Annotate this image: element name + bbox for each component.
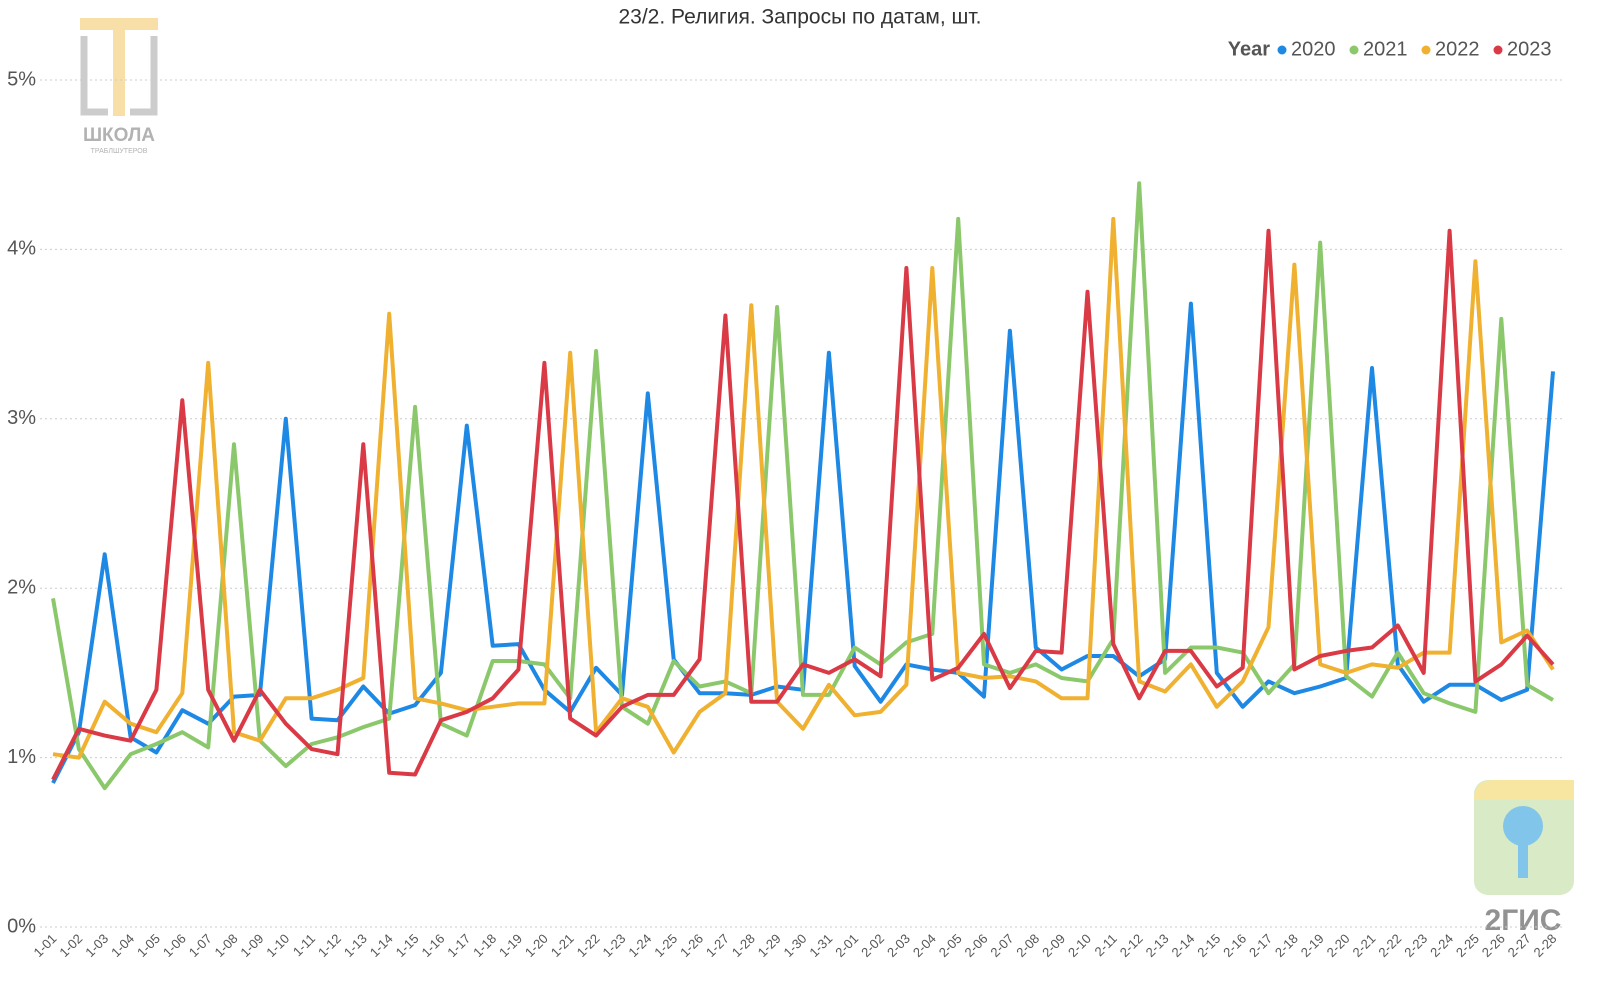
y-tick-label: 2% bbox=[7, 576, 36, 598]
x-tick-label: 2-16 bbox=[1220, 931, 1249, 960]
x-tick-label: 2-03 bbox=[884, 931, 913, 960]
y-tick-label: 1% bbox=[7, 746, 36, 768]
x-tick-label: 2-25 bbox=[1453, 931, 1482, 960]
x-tick-label: 2-20 bbox=[1324, 931, 1353, 960]
x-tick-label: 1-12 bbox=[315, 931, 344, 960]
x-tick-label: 1-22 bbox=[574, 931, 603, 960]
x-tick-label: 1-02 bbox=[56, 931, 85, 960]
y-tick-label: 5% bbox=[7, 68, 36, 90]
x-tick-label: 1-27 bbox=[703, 931, 732, 960]
x-tick-label: 2-22 bbox=[1375, 931, 1404, 960]
x-tick-label: 1-18 bbox=[470, 931, 499, 960]
x-tick-label: 2-09 bbox=[1039, 931, 1068, 960]
x-tick-label: 1-30 bbox=[781, 931, 810, 960]
x-tick-label: 1-19 bbox=[496, 931, 525, 960]
legend-label: 2020 bbox=[1291, 38, 1336, 60]
x-tick-label: 1-14 bbox=[367, 931, 396, 960]
y-tick-label: 4% bbox=[7, 238, 36, 260]
x-tick-label: 1-16 bbox=[418, 931, 447, 960]
x-tick-label: 1-21 bbox=[548, 931, 577, 960]
x-tick-label: 1-09 bbox=[237, 931, 266, 960]
logo-text: ШКОЛА bbox=[83, 125, 155, 146]
logo-subtext: ТРАБЛШУТЕРОВ bbox=[91, 148, 148, 155]
x-tick-label: 1-11 bbox=[290, 931, 318, 959]
x-tick-label: 2-02 bbox=[858, 931, 887, 960]
legend-marker bbox=[1421, 45, 1431, 55]
x-tick-label: 2-05 bbox=[936, 931, 965, 960]
x-tick-label: 2-07 bbox=[987, 931, 1016, 960]
y-tick-label: 0% bbox=[7, 915, 36, 937]
x-tick-label: 2-15 bbox=[1194, 931, 1223, 960]
x-tick-label: 2-19 bbox=[1298, 931, 1327, 960]
logo-text: 2ГИС bbox=[1485, 904, 1562, 937]
x-tick-label: 1-29 bbox=[755, 931, 784, 960]
legend-marker bbox=[1493, 45, 1503, 55]
x-tick-label: 1-23 bbox=[600, 931, 629, 960]
logo-shape bbox=[1518, 840, 1528, 878]
legend-marker bbox=[1277, 45, 1287, 55]
x-tick-label: 2-13 bbox=[1143, 931, 1172, 960]
series-line bbox=[51, 228, 1555, 781]
x-tick-label: 1-31 bbox=[806, 931, 835, 960]
x-tick-label: 2-21 bbox=[1350, 931, 1379, 960]
x-tick-label: 1-28 bbox=[729, 931, 758, 960]
x-tick-label: 2-08 bbox=[1013, 931, 1042, 960]
x-tick-label: 2-12 bbox=[1117, 931, 1146, 960]
x-tick-label: 1-07 bbox=[186, 931, 215, 960]
brand-logo: 2ГИС bbox=[1474, 780, 1574, 937]
x-tick-label: 2-17 bbox=[1246, 931, 1275, 960]
x-tick-label: 1-06 bbox=[160, 931, 189, 960]
legend-marker bbox=[1349, 45, 1359, 55]
x-tick-label: 1-13 bbox=[341, 931, 370, 960]
legend-label: 2022 bbox=[1435, 38, 1480, 60]
logo-shape bbox=[1503, 806, 1543, 846]
x-tick-label: 1-17 bbox=[444, 931, 473, 960]
series-line bbox=[52, 216, 1555, 760]
x-tick-label: 2-14 bbox=[1168, 931, 1197, 960]
x-tick-label: 1-20 bbox=[522, 931, 551, 960]
x-tick-label: 2-11 bbox=[1092, 931, 1120, 959]
x-tick-label: 1-25 bbox=[651, 931, 680, 960]
legend-label: 2021 bbox=[1363, 38, 1408, 60]
logo-shape bbox=[1474, 780, 1574, 800]
school-logo: ШКОЛА ТРАБЛШУТЕРОВ bbox=[80, 18, 158, 155]
chart-title: 23/2. Религия. Запросы по датам, шт. bbox=[618, 6, 981, 29]
logo-shape bbox=[80, 36, 158, 116]
x-tick-label: 2-04 bbox=[910, 931, 939, 960]
x-tick-label: 2-01 bbox=[832, 931, 861, 960]
x-tick-label: 2-06 bbox=[962, 931, 991, 960]
x-tick-label: 2-24 bbox=[1427, 931, 1456, 960]
legend-label: 2023 bbox=[1507, 38, 1552, 60]
x-tick-label: 1-08 bbox=[212, 931, 241, 960]
legend-title: Year bbox=[1228, 38, 1270, 60]
y-tick-label: 3% bbox=[7, 407, 36, 429]
x-tick-label: 2-18 bbox=[1272, 931, 1301, 960]
series-line bbox=[51, 181, 1555, 791]
x-tick-label: 1-24 bbox=[625, 931, 654, 960]
x-tick-label: 2-10 bbox=[1065, 931, 1094, 960]
x-tick-label: 2-23 bbox=[1401, 931, 1430, 960]
logo-shape bbox=[80, 18, 158, 30]
logo-shape bbox=[113, 30, 125, 116]
x-tick-label: 1-03 bbox=[82, 931, 111, 960]
x-tick-label: 1-05 bbox=[134, 931, 163, 960]
x-tick-label: 1-10 bbox=[263, 931, 292, 960]
x-tick-label: 1-26 bbox=[677, 931, 706, 960]
x-tick-label: 1-04 bbox=[108, 931, 137, 960]
x-tick-label: 1-15 bbox=[393, 931, 422, 960]
